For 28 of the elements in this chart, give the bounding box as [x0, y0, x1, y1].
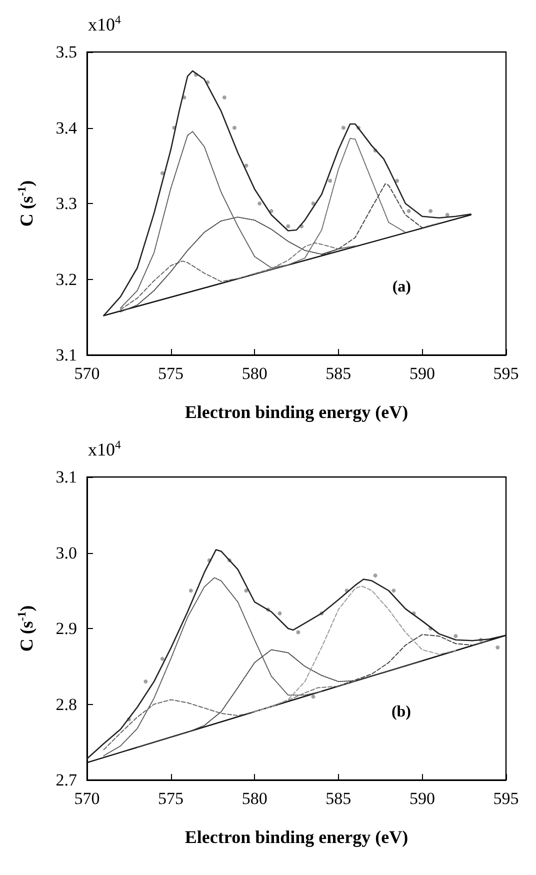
y-tick-label: 3.1	[56, 468, 77, 486]
y-tick-label: 3.4	[56, 118, 78, 138]
y-tick-label: 3.3	[56, 194, 77, 213]
x-tick-label: 585	[326, 789, 352, 808]
y-tick-label: 2.8	[56, 694, 77, 714]
y-tick-label: 3.5	[56, 42, 77, 62]
x-tick-label: 580	[242, 364, 268, 383]
annotation: (a)	[392, 278, 411, 296]
y-axis-title: C (s-1)	[16, 180, 36, 227]
x-tick-label: 585	[326, 364, 352, 383]
x-tick-label: 570	[74, 364, 100, 383]
x-tick-label: 575	[158, 789, 184, 808]
x-tick-label: 595	[493, 364, 519, 383]
x-axis-title: Electron binding energy (eV)	[184, 827, 408, 847]
x-tick-label: 590	[409, 789, 435, 808]
y-axis-title: C (s-1)	[16, 605, 36, 652]
x-tick-label: 570	[74, 789, 100, 808]
y-tick-label: 3.0	[56, 543, 77, 562]
y-tick-label: 2.7	[56, 770, 78, 790]
x-tick-label: 595	[493, 789, 519, 808]
x-tick-label: 575	[158, 364, 184, 383]
y-tick-label: 3.2	[56, 270, 77, 289]
y-tick-label: 2.9	[56, 619, 77, 638]
x-axis-title: Electron binding energy (eV)	[184, 402, 408, 422]
x-tick-label: 580	[242, 789, 268, 808]
y-tick-label: 3.1	[56, 346, 77, 364]
annotation: (b)	[391, 704, 412, 720]
x-tick-label: 590	[409, 364, 435, 383]
